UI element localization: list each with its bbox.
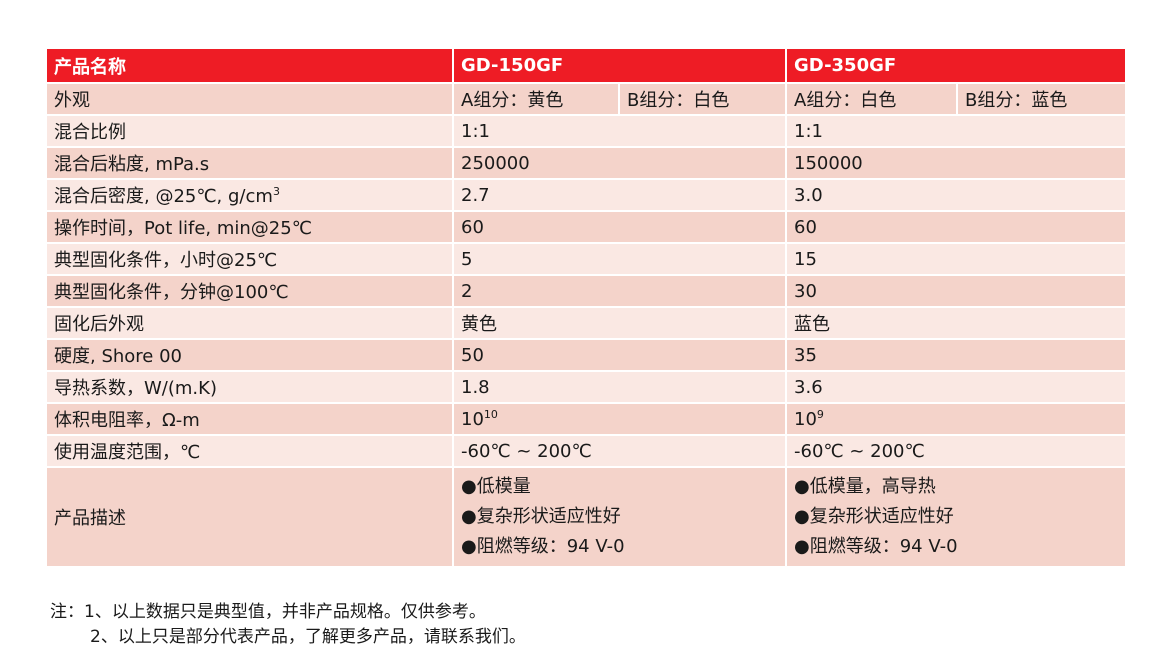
row-label: 固化后外观	[45, 306, 454, 340]
cell-p2: 60	[785, 210, 1128, 244]
cell-p1-b: B组分：白色	[617, 82, 788, 116]
bullet-item: ●复杂形状适应性好	[461, 506, 621, 527]
superscript: 9	[816, 408, 824, 421]
table-header-row: 产品名称 GD-150GF GD-350GF	[45, 47, 1128, 84]
cell-p2: 35	[785, 338, 1128, 372]
cell-p2: 3.6	[785, 370, 1128, 404]
cell-p2: 150000	[785, 146, 1128, 180]
cell-p2-base: 10	[794, 409, 817, 430]
cell-p1: 1:1	[451, 114, 788, 148]
cell-p2: 30	[785, 274, 1128, 308]
cell-p1: 60	[451, 210, 788, 244]
table-row: 体积电阻率，Ω-m 1010 109	[45, 402, 1128, 436]
row-label-text: 混合后密度, @25℃, g/cm	[54, 186, 273, 207]
cell-p1: 1.8	[451, 370, 788, 404]
cell-p1: 250000	[451, 146, 788, 180]
footnotes: 注：1、以上数据只是典型值，并非产品规格。仅供参考。 2、以上只是部分代表产品，…	[50, 600, 526, 650]
bullet-item: ●低模量，高导热	[794, 476, 936, 497]
cell-p1: 5	[451, 242, 788, 276]
row-label: 使用温度范围，℃	[45, 434, 454, 468]
table-row: 导热系数，W/(m.K) 1.8 3.6	[45, 370, 1128, 404]
cell-p1: -60℃ ~ 200℃	[451, 434, 788, 468]
cell-p2: 1:1	[785, 114, 1128, 148]
superscript: 10	[483, 408, 498, 421]
bullet-item: ●阻燃等级：94 V-0	[794, 536, 958, 557]
bullet-item: ●复杂形状适应性好	[794, 506, 954, 527]
row-label: 导热系数，W/(m.K)	[45, 370, 454, 404]
bullet-item: ●阻燃等级：94 V-0	[461, 536, 625, 557]
cell-p1: 2.7	[451, 178, 788, 212]
row-label: 产品描述	[45, 466, 454, 568]
bullet-item: ●低模量	[461, 476, 531, 497]
table-row: 混合后密度, @25℃, g/cm3 2.7 3.0	[45, 178, 1128, 212]
cell-p2-a: A组分：白色	[785, 82, 959, 116]
row-label: 混合后密度, @25℃, g/cm3	[45, 178, 454, 212]
product-spec-table: 产品名称 GD-150GF GD-350GF 外观 A组分：黄色 B组分：白色 …	[45, 47, 1128, 568]
table-row: 操作时间，Pot life, min@25℃ 60 60	[45, 210, 1128, 244]
cell-p2-description: ●低模量，高导热 ●复杂形状适应性好 ●阻燃等级：94 V-0	[785, 466, 1128, 568]
cell-p2: 15	[785, 242, 1128, 276]
table-row: 混合后粘度, mPa.s 250000 150000	[45, 146, 1128, 180]
cell-p1: 1010	[451, 402, 788, 436]
header-name-label: 产品名称	[45, 47, 454, 84]
row-label: 混合比例	[45, 114, 454, 148]
header-product-1: GD-150GF	[451, 47, 788, 84]
cell-p1-base: 10	[461, 409, 484, 430]
cell-p1: 黄色	[451, 306, 788, 340]
spec-table-wrapper: 产品名称 GD-150GF GD-350GF 外观 A组分：黄色 B组分：白色 …	[45, 47, 1128, 568]
cell-p2: 3.0	[785, 178, 1128, 212]
cell-p2-b: B组分：蓝色	[956, 82, 1128, 116]
cell-p2: -60℃ ~ 200℃	[785, 434, 1128, 468]
table-row: 典型固化条件，分钟@100℃ 2 30	[45, 274, 1128, 308]
row-label: 典型固化条件，分钟@100℃	[45, 274, 454, 308]
table-row: 固化后外观 黄色 蓝色	[45, 306, 1128, 340]
cell-p2: 蓝色	[785, 306, 1128, 340]
cell-p1-a: A组分：黄色	[452, 82, 620, 116]
row-label: 外观	[45, 82, 454, 116]
table-row: 混合比例 1:1 1:1	[45, 114, 1128, 148]
table-row: 使用温度范围，℃ -60℃ ~ 200℃ -60℃ ~ 200℃	[45, 434, 1128, 468]
row-label: 硬度, Shore 00	[45, 338, 454, 372]
cell-p1: 50	[451, 338, 788, 372]
header-product-2: GD-350GF	[785, 47, 1128, 84]
footnote-2: 2、以上只是部分代表产品，了解更多产品，请联系我们。	[90, 627, 526, 647]
table-row: 外观 A组分：黄色 B组分：白色 A组分：白色 B组分：蓝色	[45, 82, 1128, 116]
table-row: 典型固化条件，小时@25℃ 5 15	[45, 242, 1128, 276]
table-row: 硬度, Shore 00 50 35	[45, 338, 1128, 372]
cell-p1: 2	[451, 274, 788, 308]
row-label: 操作时间，Pot life, min@25℃	[45, 210, 454, 244]
table-row-description: 产品描述 ●低模量 ●复杂形状适应性好 ●阻燃等级：94 V-0 ●低模量，高导…	[45, 466, 1128, 568]
row-label: 体积电阻率，Ω-m	[45, 402, 454, 436]
row-label: 混合后粘度, mPa.s	[45, 146, 454, 180]
row-label: 典型固化条件，小时@25℃	[45, 242, 454, 276]
footnote-1: 注：1、以上数据只是典型值，并非产品规格。仅供参考。	[50, 602, 486, 622]
superscript: 3	[272, 185, 280, 198]
cell-p2: 109	[785, 402, 1128, 436]
cell-p1-description: ●低模量 ●复杂形状适应性好 ●阻燃等级：94 V-0	[451, 466, 788, 568]
